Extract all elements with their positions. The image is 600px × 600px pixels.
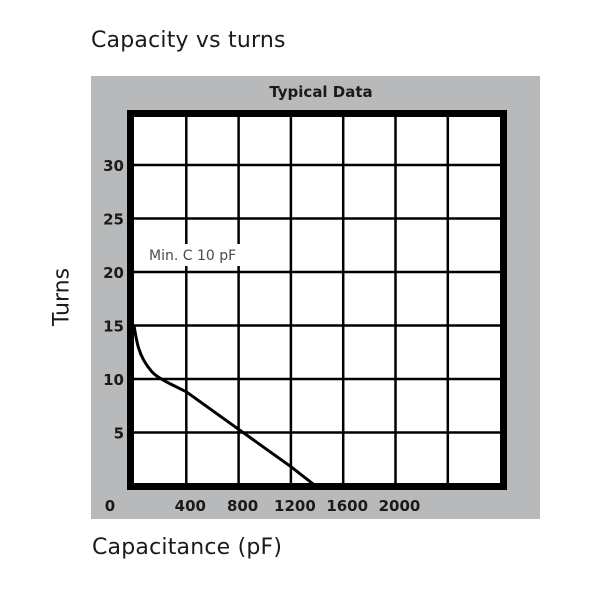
x-tick-label: 0: [105, 497, 115, 515]
y-tick-label: 15: [103, 318, 124, 336]
grid-lines: [134, 117, 500, 483]
x-axis-label: Capacitance (pF): [92, 535, 283, 560]
y-tick-label: 30: [103, 157, 124, 175]
y-tick-label: 5: [114, 425, 124, 443]
y-tick-label: 10: [103, 371, 124, 389]
annotation-group: Min. C 10 pF: [146, 244, 254, 266]
y-tick-label: 25: [103, 211, 124, 229]
data-curve: [132, 325, 317, 488]
x-tick-label: 1200: [274, 497, 316, 515]
x-axis-ticks: 0 400 800 1200 1600 2000: [105, 497, 421, 515]
x-tick-label: 400: [175, 497, 206, 515]
panel-title: Typical Data: [269, 83, 372, 101]
annotation-min-capacitance: Min. C 10 pF: [149, 248, 236, 264]
plot-area: [134, 117, 500, 483]
x-tick-label: 2000: [379, 497, 421, 515]
plot-border: [127, 110, 507, 490]
x-tick-label: 800: [227, 497, 258, 515]
annotation-background: [146, 244, 254, 266]
y-axis-ticks: 5 10 15 20 25 30: [103, 157, 124, 443]
y-axis-label: Turns: [49, 267, 75, 327]
x-tick-label: 1600: [326, 497, 368, 515]
chart-title: Capacity vs turns: [91, 28, 286, 53]
y-tick-label: 20: [103, 264, 124, 282]
